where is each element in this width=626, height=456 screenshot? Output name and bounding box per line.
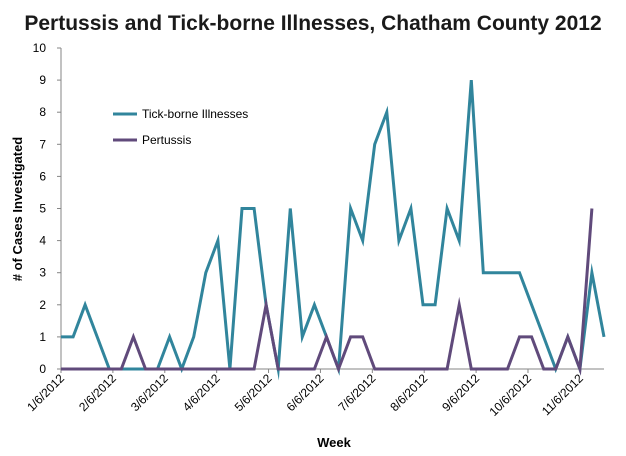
y-tick-label: 1 <box>39 330 46 344</box>
y-tick-label: 3 <box>39 266 46 280</box>
x-axis-label: Week <box>317 435 351 450</box>
series-line <box>61 208 594 376</box>
y-tick-label: 0 <box>39 362 46 376</box>
y-tick-label: 10 <box>33 41 47 55</box>
y-tick-label: 8 <box>39 105 46 119</box>
y-axis-label: # of Cases Investigated <box>10 137 25 282</box>
x-tick-label: 9/6/2012 <box>439 371 482 414</box>
x-tick-label: 3/6/2012 <box>128 371 171 414</box>
legend-label: Pertussis <box>142 133 191 147</box>
legend-label: Tick-borne Illnesses <box>142 107 248 121</box>
y-tick-label: 6 <box>39 169 46 183</box>
series-line <box>61 79 606 381</box>
x-tick-label: 4/6/2012 <box>180 371 223 414</box>
x-tick-label: 7/6/2012 <box>336 371 379 414</box>
series-pertussis <box>61 208 594 376</box>
chart-title: Pertussis and Tick-borne Illnesses, Chat… <box>24 12 601 35</box>
y-tick-label: 2 <box>39 298 46 312</box>
series-tick-borne-illnesses <box>61 79 606 381</box>
x-tick-label: 6/6/2012 <box>284 371 327 414</box>
legend: Tick-borne Illnesses Pertussis <box>113 107 248 147</box>
y-tick-label: 7 <box>39 137 46 151</box>
y-tick-label: 9 <box>39 73 46 87</box>
x-tick-label: 10/6/2012 <box>486 371 534 419</box>
y-tick-label: 5 <box>39 202 46 216</box>
series-layer <box>61 79 606 381</box>
x-tick-label: 1/6/2012 <box>24 371 67 414</box>
x-tick-label: 8/6/2012 <box>387 371 430 414</box>
axes: 0 1 2 3 4 5 6 7 8 9 10 1/6/2012 2/6/2012 3/6/2012 4/6/… <box>24 41 604 419</box>
y-tick-label: 4 <box>39 234 46 248</box>
x-tick-label: 5/6/2012 <box>232 371 275 414</box>
x-tick-label: 11/6/2012 <box>539 371 586 418</box>
x-tick-label: 2/6/2012 <box>76 371 119 414</box>
